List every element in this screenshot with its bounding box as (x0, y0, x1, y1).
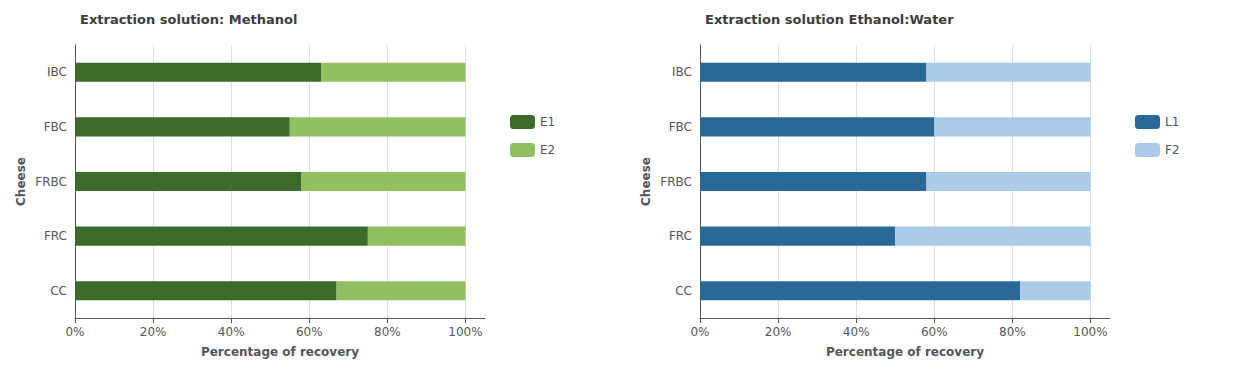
svg-text:20%: 20% (765, 325, 792, 339)
svg-text:CC: CC (50, 284, 67, 298)
svg-text:60%: 60% (921, 325, 948, 339)
svg-text:FRBC: FRBC (35, 175, 67, 189)
svg-text:E2: E2 (540, 143, 555, 157)
svg-text:FRC: FRC (44, 229, 67, 243)
svg-text:Cheese: Cheese (639, 157, 653, 206)
svg-text:100%: 100% (448, 325, 482, 339)
svg-text:IBC: IBC (47, 65, 67, 79)
svg-text:Cheese: Cheese (14, 157, 28, 206)
svg-text:20%: 20% (140, 325, 167, 339)
svg-text:F2: F2 (1165, 143, 1180, 157)
svg-text:FRC: FRC (669, 229, 692, 243)
svg-text:0%: 0% (690, 325, 709, 339)
svg-text:100%: 100% (1073, 325, 1107, 339)
svg-text:E1: E1 (540, 115, 555, 129)
svg-text:FRBC: FRBC (660, 175, 692, 189)
svg-text:80%: 80% (999, 325, 1026, 339)
svg-text:Percentage of recovery: Percentage of recovery (201, 345, 359, 359)
svg-text:Extraction solution: Methanol: Extraction solution: Methanol (80, 12, 297, 27)
svg-text:40%: 40% (843, 325, 870, 339)
svg-text:40%: 40% (218, 325, 245, 339)
svg-text:Percentage of recovery: Percentage of recovery (826, 345, 984, 359)
svg-text:80%: 80% (374, 325, 401, 339)
svg-text:FBC: FBC (44, 120, 67, 134)
svg-text:CC: CC (675, 284, 692, 298)
svg-text:Extraction solution Ethanol:Wa: Extraction solution Ethanol:Water (705, 12, 954, 27)
svg-text:FBC: FBC (669, 120, 692, 134)
svg-text:60%: 60% (296, 325, 323, 339)
svg-text:IBC: IBC (672, 65, 692, 79)
svg-text:L1: L1 (1165, 115, 1179, 129)
svg-text:0%: 0% (65, 325, 84, 339)
